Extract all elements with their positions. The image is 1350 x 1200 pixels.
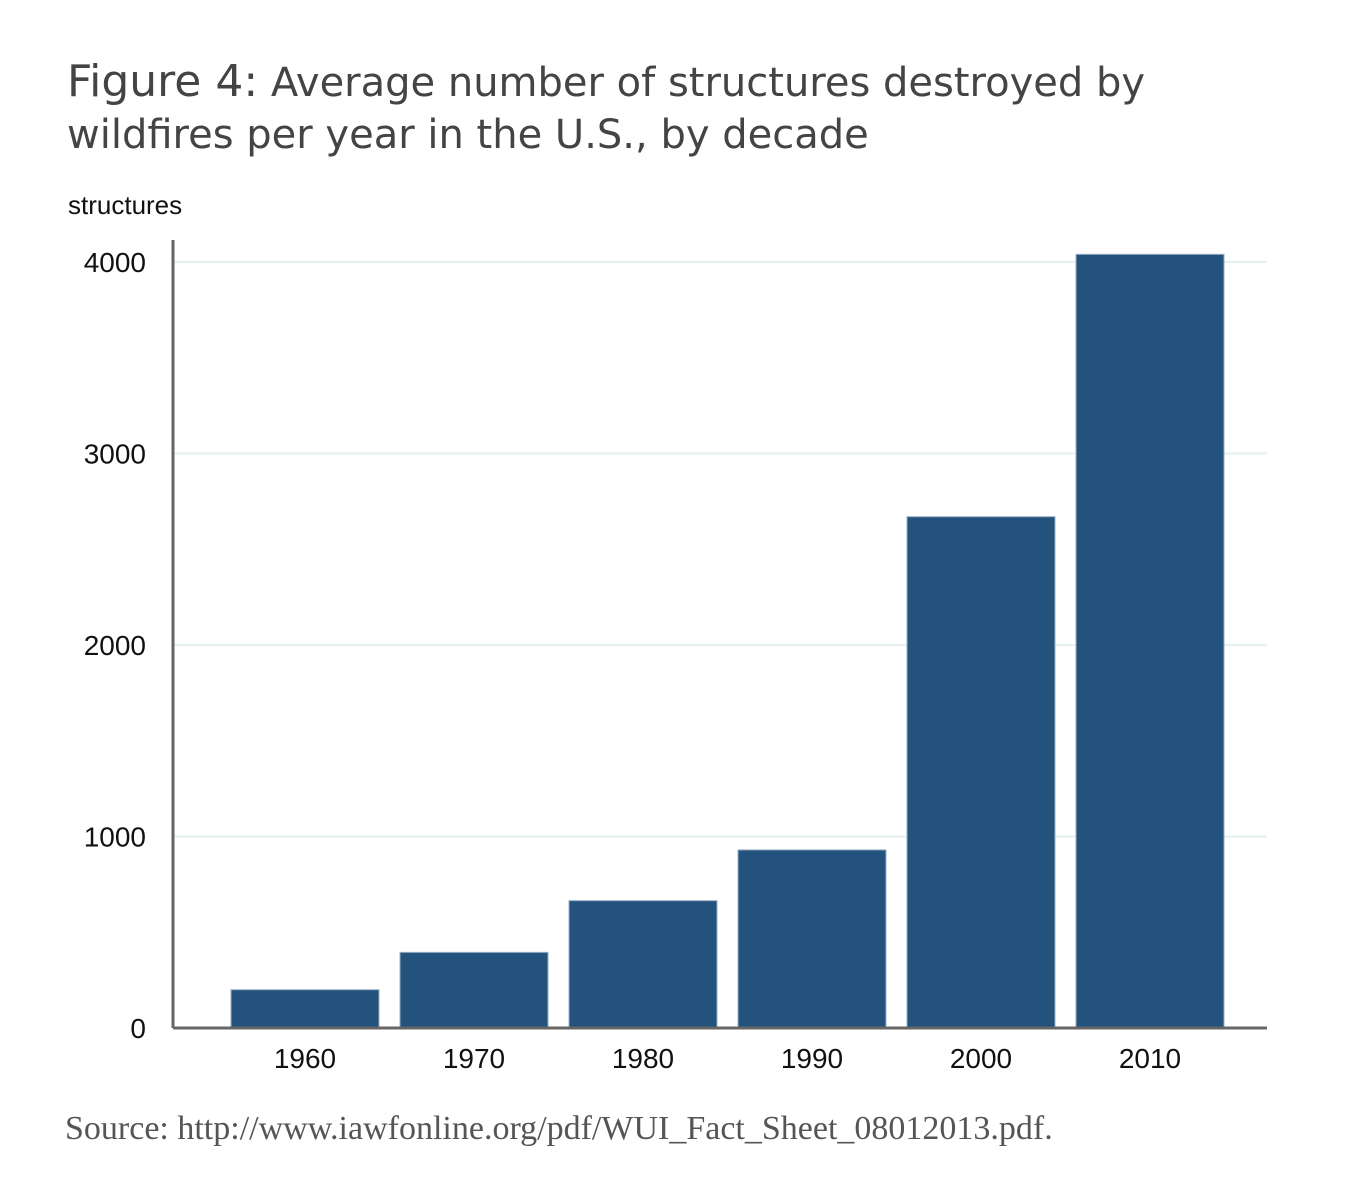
bar (568, 900, 718, 1029)
x-tick-label: 1990 (781, 1043, 843, 1074)
source-note: Source: http://www.iawfonline.org/pdf/WU… (65, 1110, 1053, 1147)
y-tick-label: 0 (130, 1013, 146, 1044)
y-tick-label: 1000 (84, 822, 146, 853)
y-tick-label: 4000 (84, 247, 146, 278)
y-axis-label: structures (68, 190, 183, 220)
y-tick-label: 3000 (84, 439, 146, 470)
bar (737, 849, 887, 1029)
x-tick-label: 1980 (612, 1043, 674, 1074)
title-text: Average number of structures destroyed b… (67, 60, 1146, 158)
x-tick-label: 1960 (274, 1043, 336, 1074)
bar (230, 989, 380, 1029)
y-tick-label: 2000 (84, 630, 146, 661)
bar (906, 516, 1056, 1029)
bar (399, 951, 549, 1029)
x-tick-label: 2010 (1119, 1043, 1181, 1074)
x-tick-label: 1970 (443, 1043, 505, 1074)
chart-title: Figure 4: Average number of structures d… (67, 56, 1247, 161)
bar (1075, 253, 1225, 1029)
x-tick-label: 2000 (950, 1043, 1012, 1074)
figure-label: Figure 4: (67, 56, 259, 107)
